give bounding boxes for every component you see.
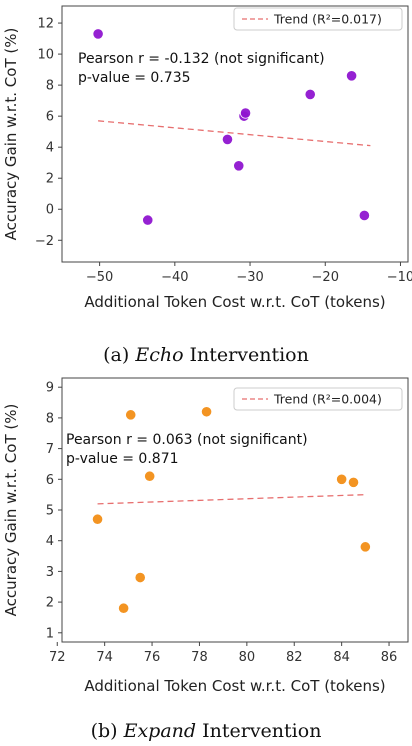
plot-frame xyxy=(61,377,409,643)
x-tick-label: 82 xyxy=(286,650,303,665)
y-tick-label: −2 xyxy=(35,234,54,249)
y-tick-label: 6 xyxy=(46,110,54,125)
y-tick-label: 1 xyxy=(46,626,54,641)
data-point xyxy=(92,28,104,40)
data-points xyxy=(92,28,370,226)
data-point xyxy=(336,473,348,485)
x-tick-label: 78 xyxy=(191,650,208,665)
y-tick-label: 0 xyxy=(46,203,54,218)
y-tick-label: 3 xyxy=(46,565,54,580)
caption-prefix: (a) xyxy=(103,344,135,366)
data-point xyxy=(125,409,137,421)
y-ticks: −2 0 2 4 6 8 10 12 xyxy=(35,17,62,249)
y-tick-label: 10 xyxy=(37,48,54,63)
x-tick-label: 72 xyxy=(49,650,66,665)
caption-emphasis: Echo xyxy=(134,344,183,366)
data-point xyxy=(358,209,370,222)
y-tick-label: 8 xyxy=(46,79,54,94)
x-tick-label: −50 xyxy=(86,270,113,285)
trend-line xyxy=(98,120,371,147)
data-points xyxy=(91,406,371,614)
caption: (b) Expand Intervention xyxy=(91,720,322,742)
legend-box xyxy=(233,7,403,31)
y-tick-label: 6 xyxy=(46,473,54,488)
legend-trend-label: Trend (R²=0.004) xyxy=(273,392,382,407)
data-point xyxy=(200,406,213,418)
caption-emphasis: Expand xyxy=(123,720,196,742)
x-ticks: −50 −40 −30 −20 −10 xyxy=(86,262,412,285)
y-tick-label: 4 xyxy=(46,534,54,549)
caption: (a) Echo Intervention xyxy=(103,344,309,366)
legend: Trend (R²=0.017) xyxy=(233,7,403,31)
legend: Trend (R²=0.004) xyxy=(233,387,403,411)
x-axis-label: Additional Token Cost w.r.t. CoT (tokens… xyxy=(84,677,385,695)
caption-suffix: Intervention xyxy=(196,720,321,742)
data-point xyxy=(221,133,234,146)
data-point xyxy=(118,602,130,614)
caption-suffix: Intervention xyxy=(184,344,309,366)
y-tick-label: 7 xyxy=(46,442,54,457)
x-tick-label: −10 xyxy=(387,270,412,285)
data-point xyxy=(239,107,252,119)
pvalue-annotation: p-value = 0.871 xyxy=(66,451,179,467)
pvalue-annotation: p-value = 0.735 xyxy=(78,70,191,86)
y-tick-label: 2 xyxy=(46,172,54,187)
data-point xyxy=(142,214,154,226)
pearson-annotation: Pearson r = 0.063 (not significant) xyxy=(66,432,308,448)
y-tick-label: 5 xyxy=(46,504,54,519)
data-point xyxy=(134,571,146,584)
x-tick-label: 86 xyxy=(381,650,398,665)
legend-trend-label: Trend (R²=0.017) xyxy=(273,12,382,27)
trend-line xyxy=(97,494,366,505)
y-tick-label: 8 xyxy=(46,411,54,426)
pearson-annotation: Pearson r = -0.132 (not significant) xyxy=(78,51,325,67)
y-tick-label: 2 xyxy=(46,596,54,611)
data-point xyxy=(304,88,316,101)
x-tick-label: 76 xyxy=(144,650,161,665)
y-axis-label: Accuracy Gain w.r.t. CoT (%) xyxy=(2,28,20,241)
y-tick-label: 9 xyxy=(46,381,54,396)
data-point xyxy=(347,476,360,488)
x-axis-label: Additional Token Cost w.r.t. CoT (tokens… xyxy=(84,293,385,311)
x-tick-label: −40 xyxy=(161,270,188,285)
data-point xyxy=(91,513,104,525)
legend-box xyxy=(233,387,403,411)
y-tick-label: 12 xyxy=(37,17,54,32)
y-tick-label: 4 xyxy=(46,141,54,156)
x-tick-label: 80 xyxy=(239,650,256,665)
x-tick-label: −30 xyxy=(236,270,263,285)
data-point xyxy=(144,470,156,482)
x-tick-label: 74 xyxy=(96,650,113,665)
y-axis-label: Accuracy Gain w.r.t. CoT (%) xyxy=(2,404,20,617)
y-ticks: 1 2 3 4 5 6 7 8 9 xyxy=(46,381,62,641)
caption-prefix: (b) xyxy=(91,720,124,742)
data-point xyxy=(359,541,371,553)
x-tick-label: −20 xyxy=(312,270,339,285)
x-ticks: 72 74 76 78 80 82 84 86 xyxy=(49,642,397,665)
plot-frame xyxy=(61,5,409,263)
x-tick-label: 84 xyxy=(333,650,350,665)
data-point xyxy=(233,160,245,172)
data-point xyxy=(345,70,358,82)
